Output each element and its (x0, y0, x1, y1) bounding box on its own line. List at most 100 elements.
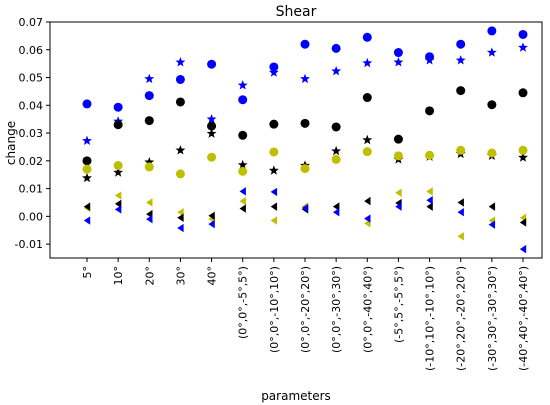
data-point-circle (144, 162, 154, 172)
data-point-star (113, 167, 124, 177)
y-tick-label: 0.01 (19, 183, 44, 196)
data-point-triangle-left (146, 198, 153, 207)
data-point-star (175, 145, 186, 155)
data-point-triangle-left (332, 202, 340, 211)
data-point-triangle-left (83, 216, 91, 225)
y-tick-label: -0.01 (15, 238, 43, 251)
data-point-triangle-left (177, 213, 184, 222)
x-tick-label: (-5°,5°,-5°,5°) (392, 266, 405, 343)
x-tick-label: (0°,0°,-30°,30°) (330, 266, 343, 353)
data-point-triangle-left (395, 188, 402, 197)
data-point-triangle-left (114, 199, 122, 209)
data-point-circle (487, 26, 497, 36)
data-point-triangle-left (177, 223, 184, 233)
data-point-triangle-left (457, 198, 464, 207)
x-tick-label: (0°,0°,-5°,5°) (237, 266, 250, 339)
x-tick-label: 5° (81, 266, 94, 279)
x-tick-label: 20° (143, 266, 156, 286)
x-tick-label: (0°,0°,-40°,40°) (361, 266, 374, 353)
data-point-triangle-left (114, 205, 122, 214)
data-point-star (82, 172, 92, 183)
y-axis-label: change (4, 121, 18, 165)
data-point-triangle-left (177, 207, 184, 217)
data-point-circle (144, 91, 154, 101)
data-point-triangle-left (239, 204, 246, 213)
x-tick-label: 10° (112, 266, 125, 286)
data-point-circle (331, 43, 341, 53)
data-point-circle (362, 147, 372, 157)
y-tick-label: 0.03 (19, 127, 44, 140)
y-tick-label: 0.06 (19, 44, 44, 57)
data-point-star (518, 42, 528, 52)
data-point-star (144, 73, 155, 84)
data-point-triangle-left (208, 211, 215, 220)
data-point-triangle-left (426, 202, 433, 211)
data-point-star (237, 80, 248, 90)
data-point-star (393, 57, 404, 67)
y-tick-label: 0.02 (19, 155, 44, 168)
data-point-circle (207, 121, 217, 131)
data-point-star (237, 159, 248, 170)
data-point-triangle-left (488, 202, 496, 211)
data-point-triangle-left (364, 214, 371, 223)
data-point-circle (238, 95, 248, 105)
data-point-circle (269, 62, 279, 72)
data-point-triangle-left (519, 218, 527, 227)
data-point-triangle-left (426, 187, 433, 196)
data-point-triangle-left (270, 187, 278, 197)
data-point-star (268, 165, 279, 175)
data-point-circle (238, 166, 248, 176)
data-point-star (300, 73, 310, 84)
data-point-star (486, 47, 497, 57)
data-point-circle (113, 102, 123, 112)
data-point-circle (82, 99, 92, 109)
data-point-circle (331, 154, 341, 164)
data-point-circle (425, 106, 435, 116)
data-point-star (82, 135, 92, 146)
data-point-circle (269, 119, 279, 129)
data-point-circle (238, 130, 248, 140)
data-point-triangle-left (270, 202, 278, 211)
data-point-triangle-left (208, 219, 215, 229)
data-point-triangle-left (488, 220, 496, 229)
data-point-star (175, 57, 186, 67)
x-tick-label: 40° (206, 266, 219, 286)
data-point-star (518, 152, 528, 162)
x-tick-label: (0°,0°,-10°,10°) (268, 266, 281, 353)
data-point-circle (518, 145, 528, 155)
data-point-circle (362, 93, 372, 103)
y-tick-label: 0.07 (19, 16, 44, 29)
x-tick-label: (0°,0°,-20°,20°) (299, 266, 312, 353)
data-point-triangle-left (270, 216, 278, 225)
data-point-triangle-left (114, 191, 122, 200)
data-point-triangle-left (457, 232, 464, 241)
y-tick-label: 0.05 (19, 72, 44, 85)
y-tick-label: 0.04 (19, 99, 44, 112)
data-point-triangle-left (426, 196, 433, 205)
data-point-star (268, 67, 279, 77)
data-point-circle (144, 116, 154, 126)
data-point-circle (487, 148, 497, 158)
data-point-circle (113, 161, 123, 171)
data-point-circle (518, 29, 528, 39)
data-point-star (362, 134, 373, 145)
data-point-triangle-left (332, 207, 340, 217)
y-tick-label: 0.00 (19, 210, 44, 223)
data-point-circle (300, 39, 310, 49)
data-point-circle (393, 134, 403, 144)
data-point-circle (362, 32, 372, 42)
data-point-triangle-left (239, 196, 246, 206)
data-point-circle (393, 48, 403, 58)
data-point-star (206, 113, 217, 124)
data-point-triangle-left (301, 203, 309, 213)
data-point-triangle-left (364, 196, 371, 206)
x-axis-label: parameters (261, 389, 331, 403)
plot-area-frame (49, 21, 543, 259)
data-point-star (424, 55, 435, 65)
x-tick-label: 30° (174, 266, 187, 286)
data-point-circle (207, 59, 217, 69)
data-point-circle (175, 169, 185, 179)
data-point-circle (425, 150, 435, 160)
data-point-triangle-left (239, 187, 246, 196)
